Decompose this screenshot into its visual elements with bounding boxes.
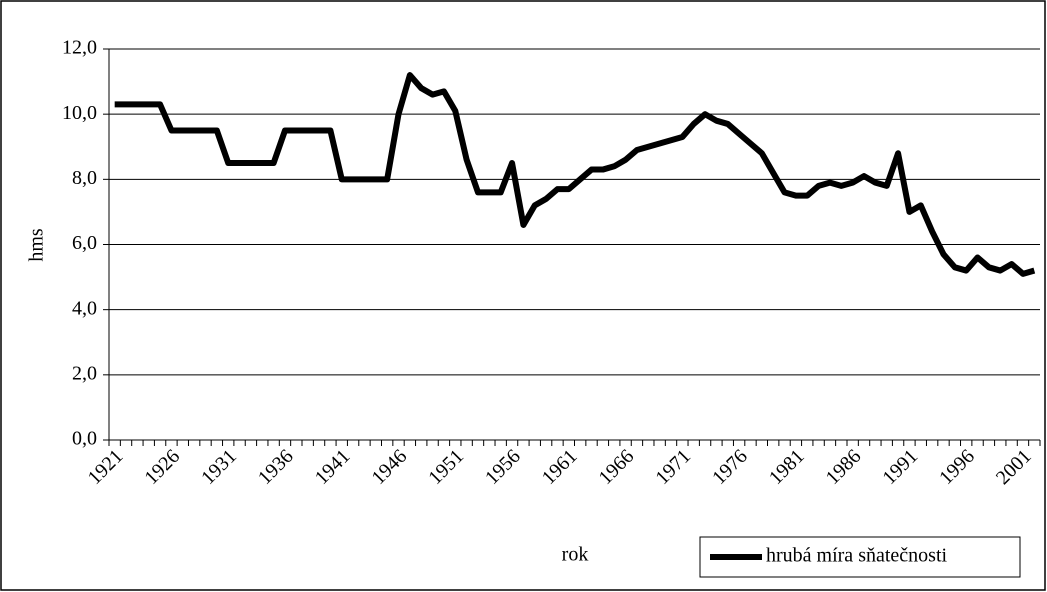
y-tick-label: 4,0	[72, 297, 97, 319]
y-axis-title: hms	[26, 228, 48, 262]
y-tick-label: 10,0	[62, 102, 97, 124]
data-line	[114, 72, 1036, 277]
x-axis-title: rok	[562, 544, 589, 566]
y-tick-label: 0,0	[72, 428, 97, 450]
legend-label: hrubá míra sňatečnosti	[766, 545, 947, 567]
y-tick-label: 6,0	[72, 232, 97, 254]
y-tick-label: 2,0	[72, 362, 97, 384]
y-tick-label: 8,0	[72, 167, 97, 189]
y-tick-label: 12,0	[62, 37, 97, 59]
